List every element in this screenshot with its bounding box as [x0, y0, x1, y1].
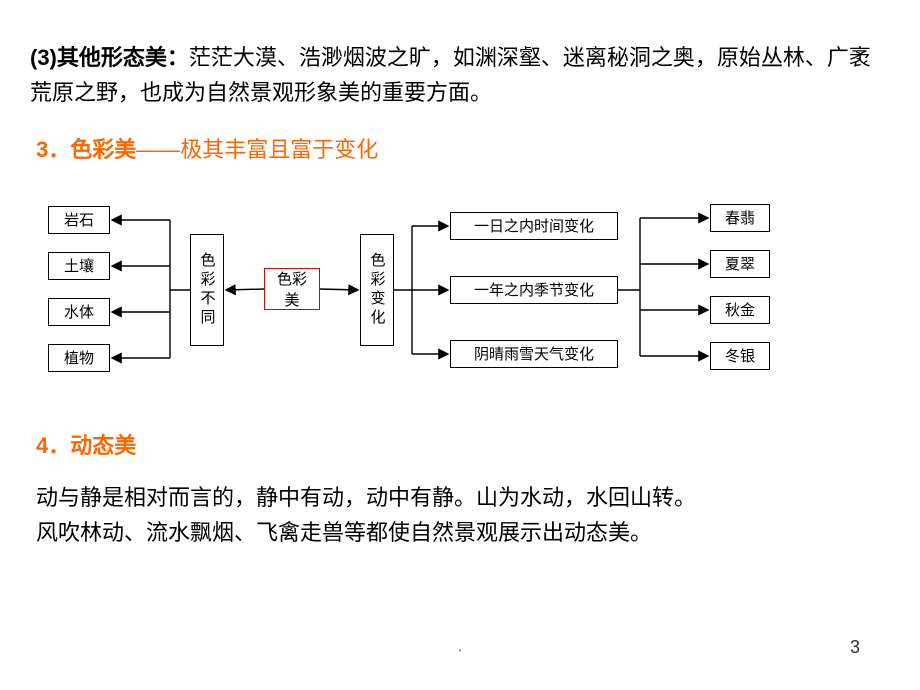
section-3-dash: ——: [136, 137, 180, 162]
section-3-num-title: 3．色彩美: [36, 137, 136, 162]
right-item-1: 夏翠: [710, 250, 770, 278]
section-4-title: 4．动态美: [36, 428, 890, 460]
section-3-desc: 极其丰富且富于变化: [180, 137, 378, 162]
change-item-2: 阴晴雨雪天气变化: [450, 340, 618, 368]
para4-line1: 动与静是相对而言的，静中有动，动中有静。山为水动，水回山转。: [36, 480, 890, 515]
left-item-0: 岩石: [48, 206, 110, 234]
change-item-0: 一日之内时间变化: [450, 212, 618, 240]
page-number: 3: [850, 637, 860, 658]
right-item-0: 春翡: [710, 204, 770, 232]
para4-line2: 风吹林动、流水飘烟、飞禽走兽等都使自然景观展示出动态美。: [36, 515, 890, 550]
left-item-3: 植物: [48, 344, 110, 372]
change-item-1: 一年之内季节变化: [450, 276, 618, 304]
right-item-3: 冬银: [710, 342, 770, 370]
heading-3: (3)其他形态美：茫茫大漠、浩渺烟波之旷，如渊深壑、迷离秘洞之奥，原始丛林、广袤…: [30, 40, 890, 110]
left-item-1: 土壤: [48, 252, 110, 280]
section-3-title: 3．色彩美——极其丰富且富于变化: [36, 132, 890, 167]
right-item-2: 秋金: [710, 296, 770, 324]
color-beauty-diagram: 岩石土壤水体植物 色彩不同 色彩美 色彩变化 一日之内时间变化一年之内季节变化阴晴雨雪天…: [30, 186, 890, 406]
center-box: 色彩美: [264, 268, 320, 310]
heading-3-label: (3)其他形态美：: [30, 45, 189, 70]
footer-dot: .: [458, 638, 462, 654]
mid-right-box: 色彩变化: [360, 234, 394, 346]
section-4-text: 动与静是相对而言的，静中有动，动中有静。山为水动，水回山转。 风吹林动、流水飘烟…: [36, 480, 890, 550]
left-item-2: 水体: [48, 298, 110, 326]
mid-left-box: 色彩不同: [190, 234, 224, 346]
